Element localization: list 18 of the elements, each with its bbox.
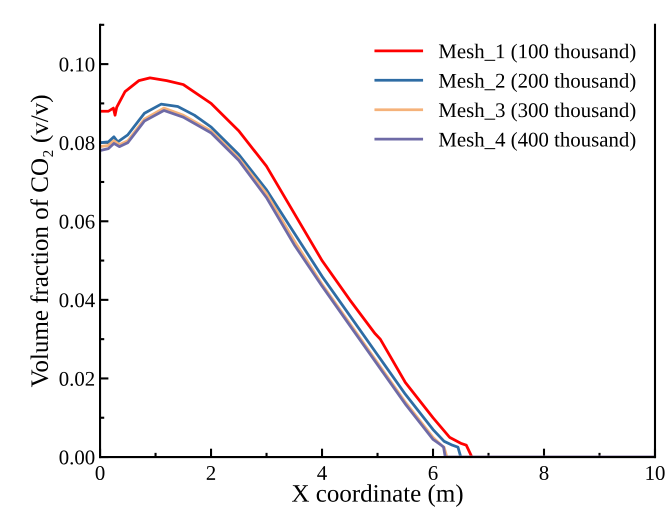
y-tick-label: 0.06 — [60, 214, 95, 229]
x-tick-label: 6 — [428, 466, 438, 480]
y-tick-label: 0.04 — [60, 293, 95, 308]
y-tick-label: 0.02 — [60, 372, 94, 386]
x-tick-label: 4 — [317, 466, 327, 480]
x-tick-label: 2 — [206, 466, 216, 480]
x-tick-label: 10 — [646, 466, 665, 480]
x-tick-label: 8 — [540, 466, 548, 480]
x-tick-label: 0 — [96, 466, 104, 480]
legend-label: Mesh_1 (100 thousand) — [438, 44, 636, 63]
legend-label: Mesh_4 (400 thousand) — [438, 132, 636, 151]
y-tick-label: 0.10 — [60, 57, 94, 72]
legend-label: Mesh_3 (300 thousand) — [438, 102, 636, 122]
legend-label: Mesh_2 (200 thousand) — [438, 73, 636, 92]
x-axis-title: X coordinate (m) — [292, 484, 462, 507]
y-tick-label: 0.08 — [60, 136, 94, 150]
y-axis-title: Volume fraction of CO₂ (v/v) — [30, 96, 54, 388]
y-tick-label: 0.00 — [60, 450, 94, 465]
